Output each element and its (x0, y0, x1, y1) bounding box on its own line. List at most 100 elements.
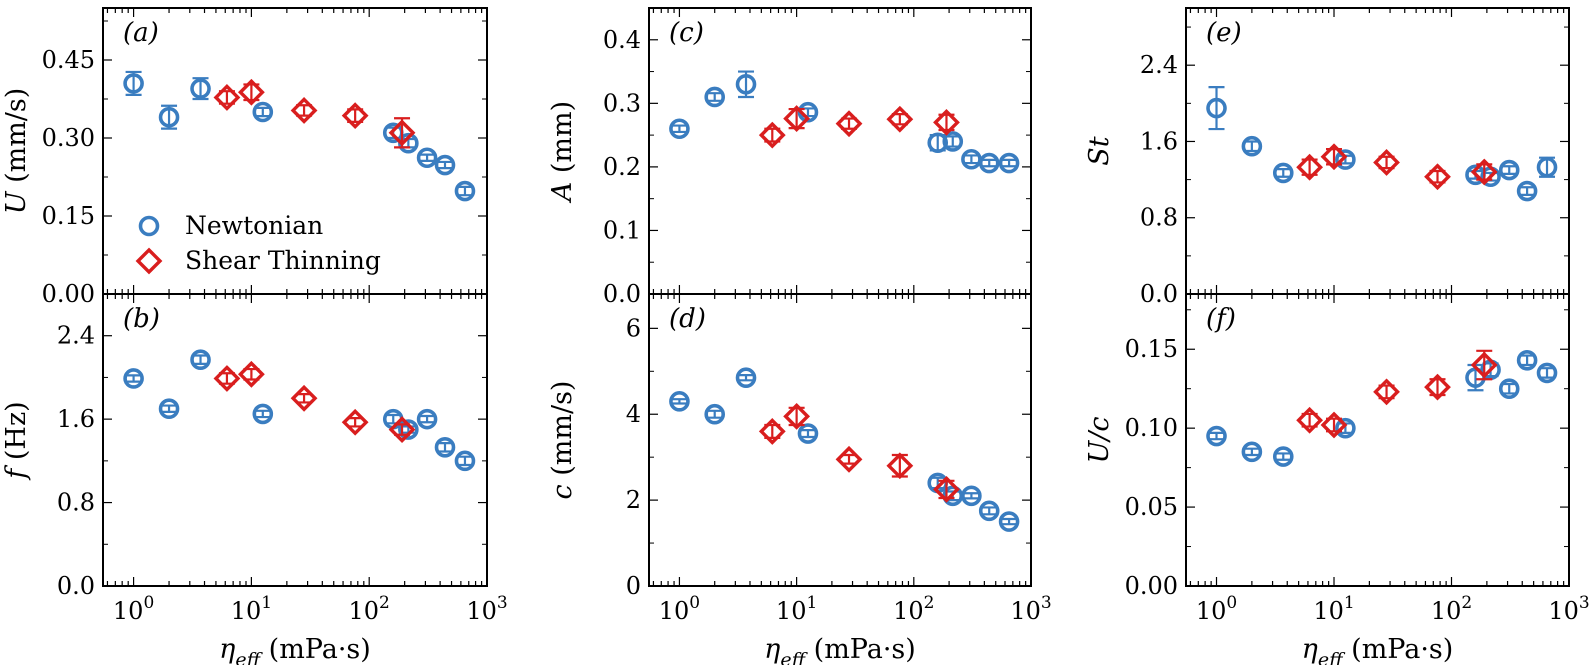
newtonian-point (978, 152, 1000, 174)
y-tick-label: 0.15 (42, 202, 95, 230)
shear-thinning-point (1424, 373, 1451, 401)
shear-thinning-point (933, 475, 960, 503)
newtonian-point (1335, 417, 1356, 439)
newtonian-point (961, 485, 982, 507)
shear-thinning-point (835, 445, 863, 473)
shear-thinning-point (1470, 351, 1498, 379)
newtonian-point (942, 131, 964, 152)
y-tick-label: 0 (626, 572, 641, 600)
y-tick-label: 0.3 (603, 89, 641, 117)
newtonian-point (1536, 362, 1558, 384)
newtonian-point (1516, 180, 1538, 202)
newtonian-point (123, 368, 144, 389)
y-axis-label: c (mm/s) (547, 381, 578, 500)
shear-thinning-point (1320, 411, 1348, 439)
y-tick-label: 0.00 (42, 280, 95, 308)
plot-frame (102, 293, 488, 587)
y-tick-label: 0.1 (603, 216, 641, 244)
x-tick-label: 102 (1431, 593, 1472, 625)
newtonian-point (735, 367, 757, 389)
newtonian-point (1335, 149, 1356, 170)
panel-tag: (c) (669, 18, 704, 48)
x-tick-label: 101 (1313, 593, 1354, 625)
shear-thinning-point (341, 408, 369, 436)
plot-frame (648, 293, 1032, 587)
newtonian-point (416, 408, 438, 430)
panel-f: 100 101 102 103 ηeff (mPa·s) 0.00 0.05 0.10 0.15… (1084, 293, 1590, 665)
x-tick-label: 102 (893, 593, 934, 625)
x-axis-label: ηeff (mPa·s) (764, 634, 916, 665)
newtonian-point (704, 403, 726, 425)
panel-tag: (f) (1206, 304, 1236, 334)
y-tick-label: 0.2 (603, 153, 641, 181)
y-axis-label: f (Hz) (1, 401, 32, 480)
newtonian-point (434, 154, 456, 176)
newtonian-point (978, 500, 1000, 522)
y-tick-label: 4 (626, 400, 641, 428)
newtonian-point (669, 391, 690, 412)
panel-d: 100 101 102 103 ηeff (mPa·s) 0 2 4 6 c (mm/s) (d) (547, 293, 1052, 665)
newtonian-point (735, 73, 757, 95)
shear-thinning-point (758, 121, 786, 149)
panel-tag: (a) (123, 18, 159, 48)
shear-thinning-point (1470, 158, 1498, 186)
legend-shear-thinning-label: Shear Thinning (185, 246, 381, 275)
legend-newtonian-marker (138, 215, 160, 237)
newtonian-point (1206, 425, 1227, 447)
newtonian-point (1516, 349, 1538, 371)
y-tick-label: 0.30 (42, 124, 95, 152)
panel-tag: (d) (669, 304, 706, 334)
newtonian-point (1498, 378, 1520, 400)
shear-thinning-point (835, 110, 863, 138)
newtonian-point (252, 101, 274, 123)
newtonian-point (1241, 135, 1263, 157)
newtonian-point (434, 436, 456, 458)
y-tick-label: 0.0 (1140, 280, 1178, 308)
newtonian-point (1536, 156, 1558, 178)
y-axis-label: St (1084, 136, 1115, 165)
shear-thinning-point (1373, 378, 1400, 406)
shear-thinning-point (1373, 149, 1400, 176)
y-tick-label: 0.00 (1125, 572, 1178, 600)
x-tick-label: 102 (349, 593, 390, 625)
newtonian-point (158, 106, 180, 128)
x-axis-label: ηeff (mPa·s) (1302, 634, 1454, 665)
shear-thinning-point (1296, 406, 1324, 434)
x-tick-label: 103 (1548, 593, 1589, 625)
panel-c: 0.0 0.1 0.2 0.3 0.4 A (mm) (c) (547, 7, 1032, 308)
y-tick-label: 0.10 (1125, 414, 1178, 442)
legend-shear-thinning-marker (135, 247, 163, 275)
legend-newtonian-label: Newtonian (185, 211, 323, 240)
y-tick-label: 0.4 (603, 26, 641, 54)
newtonian-point (123, 73, 144, 94)
newtonian-point (1206, 97, 1227, 119)
x-tick-label: 100 (659, 593, 700, 625)
newtonian-point (158, 398, 180, 420)
newtonian-point (190, 349, 211, 371)
y-tick-label: 2.4 (57, 322, 95, 350)
newtonian-point (704, 86, 726, 108)
panel-a: 0.00 0.15 0.30 0.45 U (mm/s) (a) Newtonian Shea… (1, 7, 488, 308)
y-tick-label: 0.05 (1125, 493, 1178, 521)
newtonian-point (416, 147, 438, 169)
y-tick-label: 2.4 (1140, 51, 1178, 79)
x-tick-label: 100 (1196, 593, 1237, 625)
shear-thinning-point (933, 108, 960, 136)
newtonian-point (398, 419, 419, 440)
shear-thinning-point (237, 78, 265, 106)
newtonian-point (998, 152, 1020, 174)
y-tick-label: 0.45 (42, 46, 95, 74)
shear-thinning-point (783, 105, 811, 132)
plot-frame (1185, 293, 1570, 587)
shear-thinning-point (341, 102, 369, 130)
newtonian-point (927, 132, 949, 154)
x-axis-label: ηeff (mPa·s) (219, 634, 371, 665)
y-tick-label: 0.15 (1125, 335, 1178, 363)
y-tick-label: 0.8 (57, 489, 95, 517)
x-tick-label: 101 (231, 593, 272, 625)
legend: Newtonian Shear Thinning (135, 211, 381, 275)
y-tick-label: 6 (626, 314, 641, 342)
shear-thinning-point (886, 105, 914, 133)
newtonian-point (190, 78, 211, 99)
